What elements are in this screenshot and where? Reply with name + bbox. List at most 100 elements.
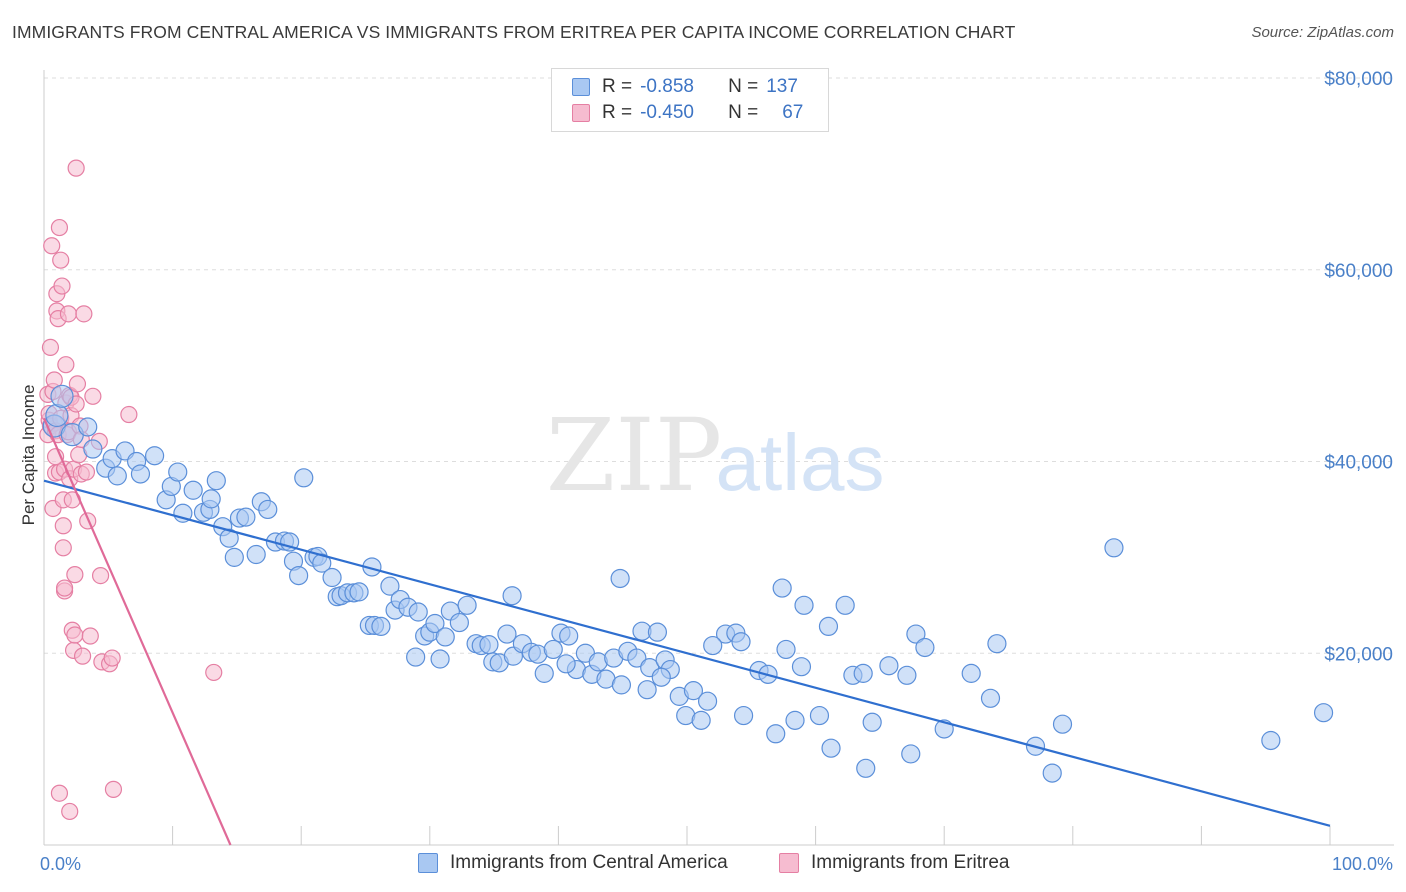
eritrea-point (75, 305, 93, 323)
legend-row-central-america: R = -0.858 N = 137 (572, 75, 798, 99)
central-america-point (637, 680, 657, 700)
eritrea-point (50, 218, 69, 237)
central-america-point (380, 576, 400, 596)
central-america-point (219, 528, 239, 548)
eritrea-point (205, 663, 223, 682)
eritrea-point (55, 579, 74, 597)
eritrea-point (91, 566, 110, 585)
legend-r-value: -0.450 (640, 102, 694, 123)
central-america-point (703, 635, 723, 656)
central-america-point (906, 624, 926, 644)
y-axis-label: Per Capita Income (19, 385, 38, 526)
bottom-legend-label: Immigrants from Eritrea (811, 852, 1010, 873)
watermark-zip: ZIP (546, 397, 722, 514)
chart-title: IMMIGRANTS FROM CENTRAL AMERICA VS IMMIG… (12, 22, 1016, 42)
central-america-point (289, 565, 309, 586)
watermark: ZIP atlas (546, 397, 885, 514)
central-america-point (349, 582, 369, 602)
eritrea-point (103, 649, 121, 667)
central-america-point (83, 439, 103, 459)
legend-n-label: N = (728, 102, 759, 123)
bottom-legend-swatch-pink (779, 853, 799, 873)
eritrea-point (73, 647, 92, 665)
central-america-point (987, 634, 1007, 654)
central-america-point (497, 624, 517, 644)
central-america-point (559, 626, 579, 646)
central-america-point (371, 616, 391, 637)
eritrea-point (53, 277, 71, 295)
central-america-point (809, 705, 830, 726)
central-america-point (731, 632, 751, 652)
eritrea-point (66, 566, 84, 584)
central-america-point (862, 712, 882, 732)
y-tick-label: $40,000 (1324, 453, 1393, 474)
central-america-point (449, 612, 469, 633)
eritrea-point (59, 305, 78, 323)
central-america-point (794, 595, 814, 615)
legend-n-value: 67 (782, 102, 804, 123)
central-america-point (224, 547, 244, 567)
central-america-point (246, 544, 266, 565)
central-america-point (879, 656, 899, 676)
central-america-point (766, 724, 786, 744)
central-america-point (430, 649, 450, 669)
central-america-point (457, 595, 477, 615)
bottom-legend-eritrea: Immigrants from Eritrea (779, 852, 1009, 874)
legend-row-eritrea: R = -0.450 N = 67 (572, 101, 803, 125)
y-tick-label: $20,000 (1324, 644, 1393, 665)
eritrea-point (104, 780, 123, 798)
central-america-point (776, 639, 796, 660)
legend-n-value: 137 (766, 76, 798, 97)
central-america-point (915, 637, 935, 658)
central-america-point (1261, 730, 1281, 751)
axes (43, 70, 1394, 846)
central-america-point (1313, 703, 1334, 723)
central-america-point (534, 663, 554, 683)
bottom-legend-central-america: Immigrants from Central America (418, 852, 728, 874)
central-america-point (647, 622, 668, 642)
series-eritrea-points (39, 159, 223, 821)
central-america-point (691, 710, 711, 730)
eritrea-point (43, 237, 61, 255)
legend-swatch-blue (572, 78, 590, 96)
central-america-point (627, 648, 647, 668)
central-america-point (258, 499, 278, 520)
central-america-point (502, 586, 522, 606)
central-america-point (280, 532, 300, 552)
central-america-point (961, 663, 981, 683)
eritrea-point (41, 338, 60, 357)
central-america-point (425, 613, 445, 634)
central-america-point (201, 489, 221, 509)
central-america-point (435, 627, 455, 647)
central-america-point (733, 705, 754, 726)
tick-labels: $20,000 $40,000 $60,000 $80,000 0.0% 100.0% (40, 69, 1393, 874)
central-america-point (130, 464, 151, 484)
trend-line-central-america (43, 479, 1331, 827)
central-america-point (479, 635, 499, 655)
series-central-america-points (42, 384, 1334, 783)
central-america-point (168, 462, 188, 482)
legend-n-label: N = (728, 76, 759, 97)
legend: R = -0.858 N = 137 R = -0.450 N = 67 (551, 68, 829, 132)
central-america-point (791, 657, 812, 677)
central-america-point (50, 384, 74, 408)
legend-r-label: R = (602, 76, 633, 97)
trend-line-eritrea (42, 417, 232, 846)
watermark-atlas: atlas (716, 418, 885, 507)
x-tick-label-end: 100.0% (1332, 854, 1393, 874)
central-america-point (980, 688, 1001, 708)
y-tick-label: $80,000 (1324, 69, 1393, 90)
central-america-point (322, 567, 342, 588)
central-america-point (543, 639, 563, 660)
x-tick-label-start: 0.0% (40, 854, 81, 874)
eritrea-point (57, 356, 75, 374)
eritrea-point (81, 627, 99, 645)
eritrea-point (54, 539, 72, 557)
central-america-point (408, 602, 428, 622)
eritrea-point (61, 802, 79, 821)
central-america-point (901, 744, 921, 764)
eritrea-point (54, 517, 72, 535)
central-america-point (853, 663, 873, 683)
central-america-point (697, 691, 718, 711)
grid (44, 77, 1394, 654)
